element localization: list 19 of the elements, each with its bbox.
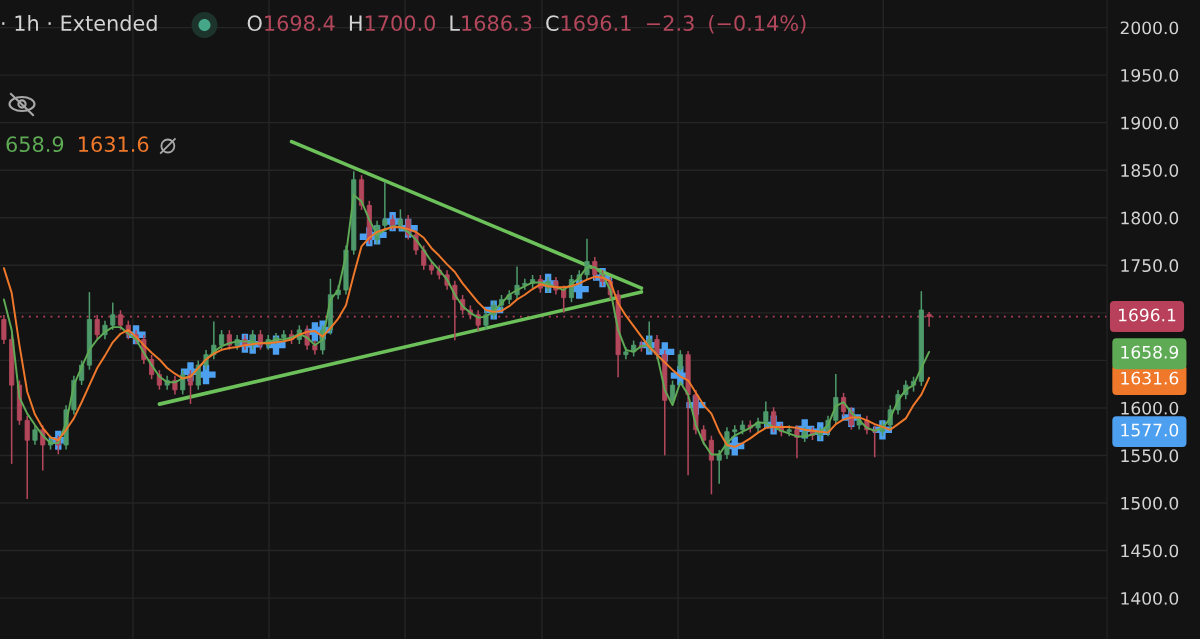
y-tick-label: 1800.0 <box>1121 211 1179 225</box>
y-tick-label: 1550.0 <box>1121 449 1179 463</box>
y-tick-label: 1658.9 <box>1121 345 1179 359</box>
y-tick-label: 1631.6 <box>1121 371 1179 385</box>
y-tick-label: 1600.0 <box>1121 401 1179 415</box>
text: O1698.4 H1700.0 L1686.3 C1696.1 −2.3 (−0.14%) <box>247 14 806 34</box>
y-tick-label: 1900.0 <box>1121 116 1179 130</box>
y-tick-label: 1577.0 <box>1121 423 1179 437</box>
y-tick-label: 2000.0 <box>1120 21 1179 35</box>
y-tick-label: 1400.0 <box>1121 591 1179 605</box>
y-tick-label: 1950.0 <box>1121 68 1179 82</box>
annotation: 658.9 <box>6 136 64 153</box>
ref-line-label: 1696.1 <box>1118 308 1176 322</box>
y-tick-label: 1850.0 <box>1121 164 1179 177</box>
y-tick-label: 1500.0 <box>1121 496 1179 510</box>
annotation: 1631.6 <box>79 136 149 153</box>
y-tick-label: 1450.0 <box>1121 544 1179 558</box>
y-tick-label: 1750.0 <box>1121 259 1179 273</box>
text: · 1h · Extended <box>2 14 157 32</box>
